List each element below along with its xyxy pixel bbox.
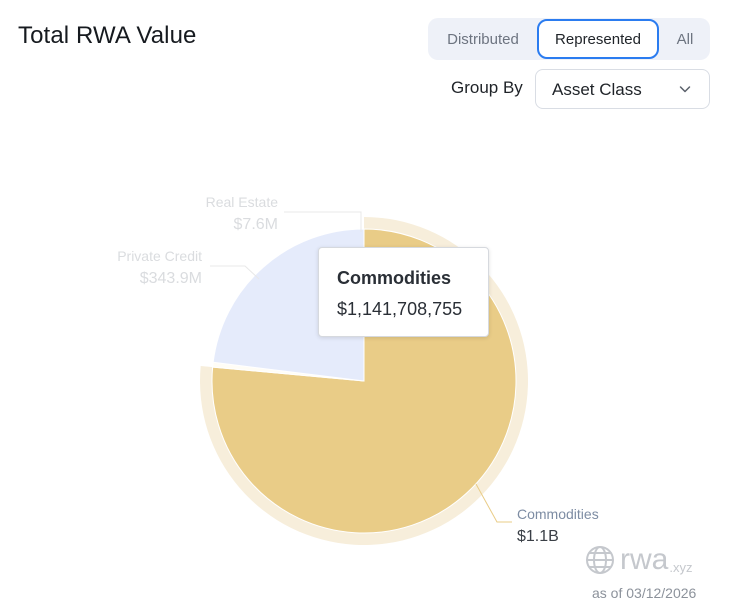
distributed-tab[interactable]: Distributed (447, 30, 519, 48)
page-title: Total RWA Value (18, 22, 197, 49)
slice-value-real-estate: $7.6M (234, 216, 278, 233)
tooltip-value: $1,141,708,755 (337, 299, 463, 319)
slice-name-commodities: Commodities (517, 506, 599, 522)
group-by-value: Asset Class (552, 80, 642, 99)
chart-tooltip: Commodities $1,141,708,755 (318, 247, 489, 337)
slice-value-commodities: $1.1B (517, 528, 559, 545)
view-toggle: Distributed Represented All (428, 18, 710, 60)
brand-suffix: .xyz (669, 559, 693, 575)
tooltip-title: Commodities (337, 268, 452, 288)
slice-name-private-credit: Private Credit (117, 248, 202, 264)
leader-line-private-credit (210, 265, 260, 280)
group-by-label: Group By (451, 78, 523, 97)
slice-value-private-credit: $343.9M (140, 270, 202, 287)
represented-tab[interactable]: Represented (537, 19, 659, 59)
leader-line-commodities (475, 483, 512, 523)
as-of-date: as of 03/12/2026 (592, 585, 697, 601)
group-by-select[interactable]: Asset Class (535, 69, 710, 109)
brand-logo: rwa .xyz (584, 544, 692, 576)
leader-line-real-estate (284, 211, 362, 232)
brand-name: rwa (620, 543, 669, 576)
chevron-down-icon (679, 86, 691, 93)
all-tab[interactable]: All (676, 30, 694, 48)
slice-name-real-estate: Real Estate (206, 194, 279, 210)
globe-icon (586, 546, 614, 574)
